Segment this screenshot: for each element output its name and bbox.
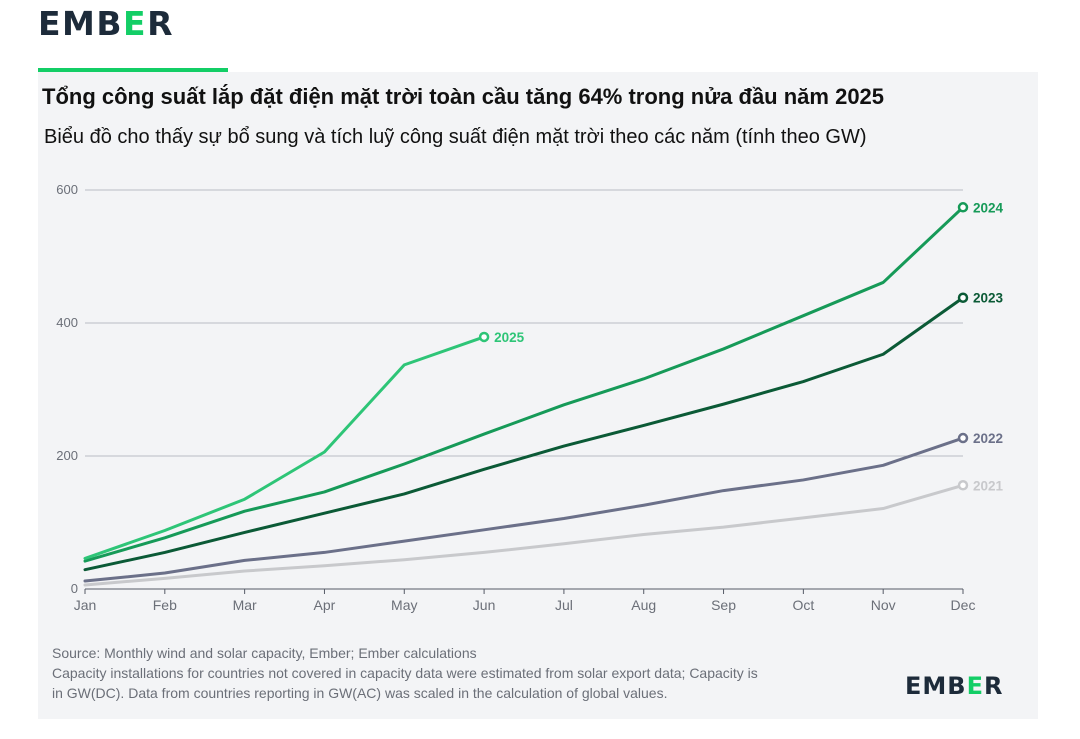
series-end-marker-2023	[957, 292, 969, 303]
y-tick-label: 400	[56, 315, 78, 330]
source-line: Capacity installations for countries not…	[52, 665, 758, 681]
y-tick-label: 200	[56, 448, 78, 463]
series-label-2022: 2022	[973, 431, 1003, 446]
series-end-marker-2025	[478, 331, 490, 343]
x-tick-label: Sep	[711, 597, 736, 613]
chart-panel	[38, 72, 1038, 719]
x-tick-label: Dec	[951, 597, 976, 613]
series-line-2023	[83, 296, 965, 572]
series-line-2021	[83, 483, 965, 587]
x-tick-label: Jan	[74, 597, 97, 613]
y-tick-label: 600	[56, 182, 78, 197]
chart-subtitle: Biểu đồ cho thấy sự bổ sung và tích luỹ …	[44, 126, 867, 148]
series-label-2025: 2025	[494, 330, 525, 345]
chart-title: Tổng công suất lắp đặt điện mặt trời toà…	[42, 84, 885, 109]
source-line: in GW(DC). Data from countries reporting…	[52, 685, 668, 701]
x-tick-label: Jun	[473, 597, 496, 613]
series-line-2025	[83, 335, 486, 560]
x-tick-label: Jul	[555, 597, 573, 613]
series-end-marker-2024	[957, 202, 969, 213]
ember-logo: EMBER	[38, 4, 175, 43]
x-tick-label: Nov	[871, 597, 896, 613]
series-label-2023: 2023	[973, 291, 1004, 306]
x-tick-label: Aug	[631, 597, 656, 613]
series-line-2022	[83, 436, 965, 583]
series-end-marker-2022	[957, 432, 969, 444]
x-tick-label: Apr	[314, 597, 336, 613]
accent-bar	[38, 68, 228, 72]
y-tick-label: 0	[71, 581, 78, 596]
x-tick-label: Oct	[792, 597, 814, 613]
source-note: Source: Monthly wind and solar capacity,…	[52, 643, 872, 703]
ember-logo-footer: EMBER	[905, 672, 1004, 700]
series-end-marker-2021	[957, 480, 969, 491]
x-tick-label: Mar	[233, 597, 257, 613]
x-tick-label: Feb	[153, 597, 177, 613]
series-label-2024: 2024	[973, 200, 1004, 215]
series-label-2021: 2021	[973, 478, 1004, 493]
series-line-2024	[83, 205, 965, 563]
x-tick-label: May	[391, 597, 417, 613]
source-line: Source: Monthly wind and solar capacity,…	[52, 645, 477, 661]
